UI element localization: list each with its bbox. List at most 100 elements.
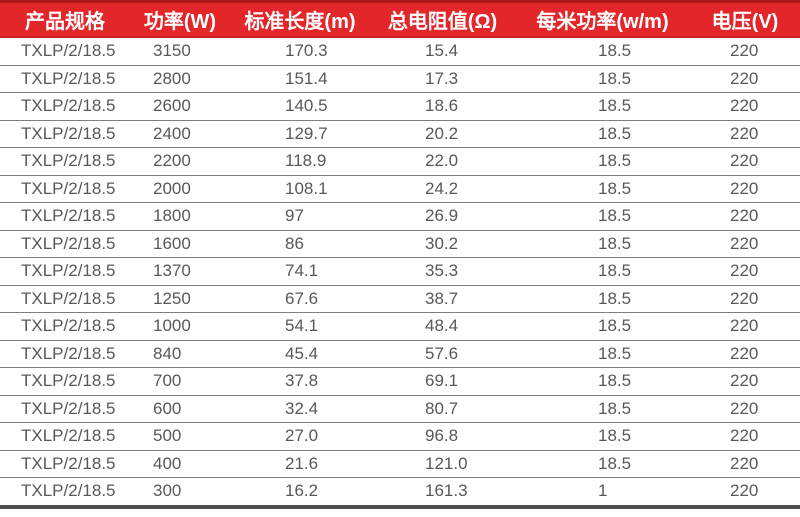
table-row: TXLP/2/18.5 300 16.2 161.3 1 220 [0,477,800,507]
table-cell: 38.7 [370,284,515,313]
table-cell: 18.5 [515,367,690,395]
table-cell: 18.5 [515,284,690,313]
table-cell: 18.5 [515,229,690,258]
table-row: TXLP/2/18.5 2800 151.4 17.3 18.5 220 [0,64,800,93]
table-cell: 220 [690,119,800,148]
table-cell: 170.3 [230,37,370,65]
table-cell: 35.3 [370,257,515,285]
table-cell: 48.4 [370,312,515,340]
table-cell: 220 [690,284,800,313]
table-cell: 121.0 [370,449,515,478]
table-cell: 220 [690,147,800,175]
table-cell: TXLP/2/18.5 [0,477,130,507]
table-cell: 600 [130,394,230,423]
table-cell: TXLP/2/18.5 [0,312,130,340]
table-cell: 1600 [130,229,230,258]
table-cell: 18.5 [515,174,690,203]
table-cell: TXLP/2/18.5 [0,147,130,175]
table-cell: 37.8 [230,367,370,395]
table-header: 产品规格 功率(W) 标准长度(m) 总电阻值(Ω) 每米功率(w/m) 电压(V) [0,0,800,38]
table-cell: TXLP/2/18.5 [0,422,130,450]
table-cell: 400 [130,449,230,478]
column-header-4: 总电阻值(Ω) [370,0,515,38]
table-row: TXLP/2/18.5 2200 118.9 22.0 18.5 220 [0,147,800,175]
table-cell: 21.6 [230,449,370,478]
table-cell: 32.4 [230,394,370,423]
table-cell: 2200 [130,147,230,175]
table-cell: 140.5 [230,92,370,120]
table-row: TXLP/2/18.5 1600 86 30.2 18.5 220 [0,229,800,258]
table-cell: TXLP/2/18.5 [0,64,130,93]
table-cell: 220 [690,64,800,93]
table-cell: 18.5 [515,147,690,175]
table-cell: TXLP/2/18.5 [0,257,130,285]
column-header-3: 标准长度(m) [230,0,370,38]
table-cell: 220 [690,37,800,65]
table-cell: 1 [515,477,690,507]
table-cell: 18.5 [515,449,690,478]
table-cell: TXLP/2/18.5 [0,174,130,203]
table-cell: 220 [690,257,800,285]
table-cell: 18.5 [515,119,690,148]
table-cell: 220 [690,449,800,478]
table-cell: 57.6 [370,339,515,368]
table-cell: 18.5 [515,64,690,93]
table-cell: TXLP/2/18.5 [0,202,130,230]
table-cell: 67.6 [230,284,370,313]
table-cell: 80.7 [370,394,515,423]
table-row: TXLP/2/18.5 700 37.8 69.1 18.5 220 [0,367,800,395]
table-cell: 18.5 [515,92,690,120]
table-cell: 700 [130,367,230,395]
table-cell: 1800 [130,202,230,230]
table-cell: 300 [130,477,230,507]
column-header-6: 电压(V) [690,0,800,38]
table-row: TXLP/2/18.5 500 27.0 96.8 18.5 220 [0,422,800,450]
table-row: TXLP/2/18.5 1000 54.1 48.4 18.5 220 [0,312,800,340]
table-cell: 220 [690,229,800,258]
table-cell: 18.5 [515,312,690,340]
table-cell: TXLP/2/18.5 [0,37,130,65]
table-cell: 220 [690,477,800,507]
table-cell: TXLP/2/18.5 [0,119,130,148]
table-cell: 86 [230,229,370,258]
table-cell: 220 [690,174,800,203]
table-row: TXLP/2/18.5 840 45.4 57.6 18.5 220 [0,339,800,368]
table-cell: TXLP/2/18.5 [0,367,130,395]
table-row: TXLP/2/18.5 1800 97 26.9 18.5 220 [0,202,800,230]
table-cell: 20.2 [370,119,515,148]
header-row: 产品规格 功率(W) 标准长度(m) 总电阻值(Ω) 每米功率(w/m) 电压(V) [0,0,800,38]
table-cell: 151.4 [230,64,370,93]
table-cell: 2800 [130,64,230,93]
table-cell: 18.5 [515,202,690,230]
table-cell: TXLP/2/18.5 [0,229,130,258]
table-cell: TXLP/2/18.5 [0,339,130,368]
table-cell: 220 [690,422,800,450]
table-row: TXLP/2/18.5 2600 140.5 18.6 18.5 220 [0,92,800,120]
table-cell: 118.9 [230,147,370,175]
table-body: TXLP/2/18.5 3150 170.3 15.4 18.5 220 TXLP/2/18… [0,37,800,507]
table-cell: 96.8 [370,422,515,450]
table-cell: 1250 [130,284,230,313]
table-cell: 16.2 [230,477,370,507]
table-cell: 18.5 [515,37,690,65]
table-cell: TXLP/2/18.5 [0,92,130,120]
table-cell: 129.7 [230,119,370,148]
table-cell: 18.5 [515,257,690,285]
table-cell: 2600 [130,92,230,120]
table-cell: 45.4 [230,339,370,368]
table-cell: 30.2 [370,229,515,258]
table-row: TXLP/2/18.5 2000 108.1 24.2 18.5 220 [0,174,800,203]
column-header-2: 功率(W) [130,0,230,38]
table-cell: 108.1 [230,174,370,203]
table-cell: 220 [690,202,800,230]
table-row: TXLP/2/18.5 2400 129.7 20.2 18.5 220 [0,119,800,148]
table-cell: 15.4 [370,37,515,65]
table-cell: TXLP/2/18.5 [0,394,130,423]
table-cell: 220 [690,312,800,340]
table-cell: 54.1 [230,312,370,340]
table-cell: 22.0 [370,147,515,175]
table-cell: 161.3 [370,477,515,507]
table-cell: 18.6 [370,92,515,120]
table-cell: 74.1 [230,257,370,285]
